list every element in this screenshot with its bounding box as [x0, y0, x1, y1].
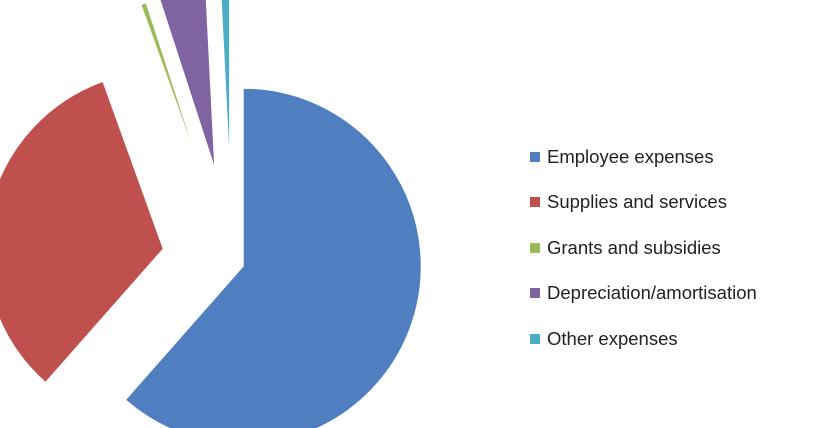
legend-item-other-expenses: Other expenses — [530, 324, 757, 353]
pie-slice-depreciation-amortisation — [159, 0, 216, 169]
legend-swatch — [530, 288, 540, 298]
legend-label: Grants and subsidies — [547, 236, 721, 258]
legend-swatch — [530, 333, 540, 344]
pie-slice-other-expenses — [220, 0, 231, 168]
pie-slice-grants-and-subsidies — [140, 2, 202, 173]
legend-label: Depreciation/amortisation — [547, 282, 757, 303]
pie-slice-employee-expenses — [124, 87, 422, 428]
legend-label: Other expenses — [547, 327, 678, 349]
legend-swatch — [530, 242, 540, 253]
legend-label: Supplies and services — [547, 191, 727, 212]
legend-item-depreciation-amortisation: Depreciation/amortisation — [530, 279, 757, 308]
pie-slice-supplies-and-services — [0, 80, 164, 384]
pie-slices — [0, 0, 422, 428]
legend-swatch — [530, 197, 540, 207]
legend-label: Employee expenses — [547, 145, 714, 167]
legend-item-grants-and-subsidies: Grants and subsidies — [530, 233, 757, 262]
legend: Employee expenses Supplies and services … — [530, 142, 757, 353]
legend-swatch — [530, 151, 540, 162]
legend-item-employee-expenses: Employee expenses — [530, 142, 757, 171]
legend-item-supplies-and-services: Supplies and services — [530, 188, 757, 217]
